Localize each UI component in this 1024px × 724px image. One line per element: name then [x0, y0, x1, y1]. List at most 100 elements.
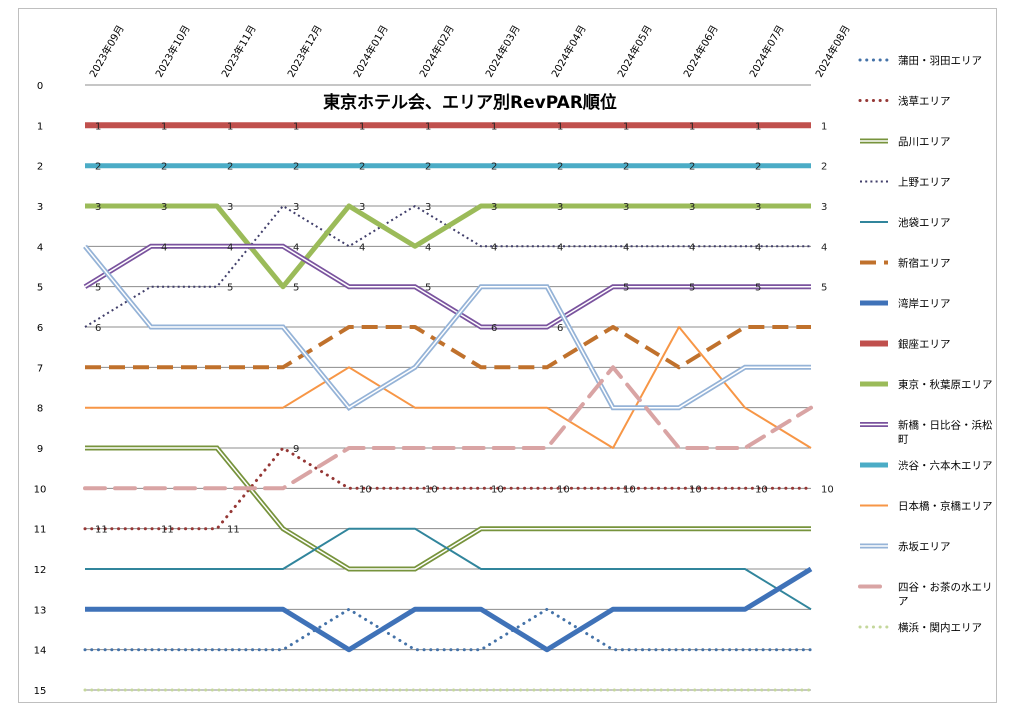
data-label: 4 — [821, 242, 827, 253]
legend-label: 新宿エリア — [898, 257, 951, 270]
series-赤坂エリア — [83, 244, 811, 411]
legend-label: 浅草エリア — [898, 95, 951, 108]
data-label: 2 — [359, 162, 365, 173]
data-label: 2 — [161, 162, 167, 173]
series-line — [85, 325, 811, 370]
legend-item[interactable]: 渋谷・六本木エリア — [860, 459, 993, 472]
data-label: 2 — [95, 162, 101, 173]
y-tick-label: 2 — [37, 162, 43, 173]
legend-label: 新橋・日比谷・浜松 — [898, 419, 993, 432]
data-label: 2 — [623, 162, 629, 173]
series-line — [85, 203, 811, 290]
legend-item[interactable]: 池袋エリア — [860, 216, 951, 229]
data-label: 3 — [689, 202, 695, 213]
series-日本橋・京橋エリア — [85, 326, 812, 449]
x-tick-label: 2024年02月 — [416, 23, 456, 80]
legend-item[interactable]: 湾岸エリア — [860, 297, 951, 310]
series-品川エリア — [85, 445, 811, 572]
data-label: 4 — [491, 242, 497, 253]
legend-label: 池袋エリア — [898, 216, 951, 229]
series-新宿エリア — [85, 325, 811, 370]
y-tick-label: 0 — [37, 81, 43, 92]
series-蒲田・羽田エリア — [83, 607, 813, 652]
data-label: 10 — [557, 484, 570, 495]
data-label: 10 — [359, 484, 372, 495]
data-label: 3 — [359, 202, 365, 213]
y-tick-label: 6 — [37, 323, 43, 334]
legend-item[interactable]: 新橋・日比谷・浜松町 — [860, 419, 993, 446]
data-label: 3 — [821, 202, 827, 213]
legend-label: 横浜・関内エリア — [898, 621, 982, 634]
data-label: 5 — [755, 283, 761, 294]
legend-item[interactable]: 浅草エリア — [858, 95, 951, 108]
data-label: 3 — [95, 202, 101, 213]
data-label: 1 — [161, 121, 167, 132]
data-label: 11 — [161, 525, 174, 536]
data-label: 2 — [755, 162, 761, 173]
legend-item[interactable]: 上野エリア — [860, 177, 951, 189]
series-line — [85, 527, 812, 611]
data-label: 1 — [821, 121, 827, 132]
legend-item[interactable]: 赤坂エリア — [860, 541, 951, 553]
legend-label: 品川エリア — [898, 136, 951, 148]
legend-item[interactable]: 東京・秋葉原エリア — [860, 378, 993, 391]
data-label: 10 — [623, 484, 636, 495]
data-label: 10 — [755, 484, 768, 495]
legend-item[interactable]: 新宿エリア — [860, 257, 951, 270]
y-tick-label: 12 — [34, 565, 47, 576]
data-label: 2 — [293, 162, 299, 173]
legend-label: 東京・秋葉原エリア — [898, 378, 993, 391]
series-line — [83, 446, 813, 531]
legend-item[interactable]: 銀座エリア — [860, 338, 951, 351]
data-label: 3 — [161, 202, 167, 213]
data-label: 3 — [557, 202, 563, 213]
x-tick-label: 2024年05月 — [614, 23, 654, 80]
data-label: 9 — [293, 444, 299, 455]
grid-lines — [85, 84, 811, 691]
series-line-inner — [84, 245, 811, 328]
data-label: 1 — [689, 121, 695, 132]
legend[interactable]: 蒲田・羽田エリア浅草エリア品川エリア上野エリア池袋エリア新宿エリア湾岸エリア銀座… — [858, 54, 993, 634]
legend-item[interactable]: 日本橋・京橋エリア — [860, 500, 993, 513]
legend-label: 蒲田・羽田エリア — [898, 54, 982, 67]
data-label: 2 — [491, 162, 497, 173]
series-line — [85, 445, 811, 572]
legend-label: 銀座エリア — [898, 338, 951, 351]
data-label: 2 — [557, 162, 563, 173]
legend-item[interactable]: 蒲田・羽田エリア — [858, 54, 982, 67]
x-tick-label: 2024年04月 — [548, 23, 588, 80]
x-tick-label: 2023年12月 — [284, 23, 324, 80]
data-label: 6 — [557, 323, 563, 334]
series-line — [83, 365, 813, 491]
data-label: 4 — [293, 242, 299, 253]
series-浅草エリア — [83, 446, 813, 531]
series-line — [83, 607, 813, 652]
data-label: 5 — [623, 283, 629, 294]
legend-label-cont: 町 — [898, 434, 909, 446]
data-label: 5 — [227, 283, 233, 294]
data-label: 3 — [293, 202, 299, 213]
series-lines — [83, 122, 813, 692]
x-tick-label: 2023年10月 — [152, 23, 192, 80]
x-tick-label: 2024年03月 — [482, 23, 522, 80]
data-label: 10 — [491, 484, 504, 495]
data-label: 10 — [425, 484, 438, 495]
y-tick-label: 9 — [37, 444, 43, 455]
legend-item[interactable]: 横浜・関内エリア — [858, 621, 982, 634]
data-label: 2 — [425, 162, 431, 173]
x-axis: 2023年09月 2023年10月 2023年11月 2023年12月 2024年01月… — [86, 23, 852, 80]
x-tick-label: 2023年11月 — [218, 23, 258, 80]
legend-label: 赤坂エリア — [898, 541, 951, 553]
data-label: 4 — [623, 242, 629, 253]
x-tick-label: 2024年06月 — [680, 23, 720, 80]
series-新橋・日比谷・浜松町 — [83, 243, 811, 330]
legend-item[interactable]: 品川エリア — [860, 136, 951, 148]
data-label: 3 — [425, 202, 431, 213]
data-label: 3 — [755, 202, 761, 213]
data-label: 2 — [227, 162, 233, 173]
data-label: 4 — [425, 242, 431, 253]
y-tick-label: 11 — [34, 525, 47, 536]
data-label: 6 — [491, 323, 497, 334]
